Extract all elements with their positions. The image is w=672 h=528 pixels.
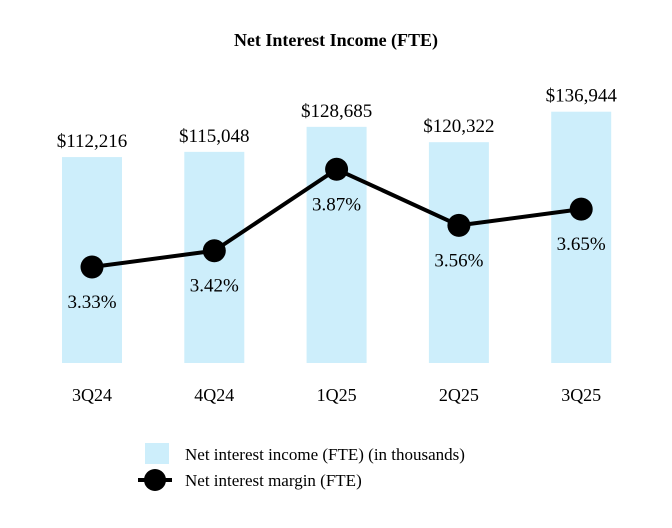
line-value-label: 3.33% [67, 292, 116, 313]
x-tick-label: 4Q24 [194, 385, 234, 405]
bar-value-label: $136,944 [546, 86, 618, 107]
line-value-labels: 3.33% 3.42% 3.87% 3.56% 3.65% [67, 194, 605, 313]
line-point-2Q25 [447, 213, 471, 237]
x-tick-label: 3Q25 [561, 385, 601, 405]
line-point-3Q24 [80, 255, 104, 279]
x-tick-label: 1Q25 [317, 385, 357, 405]
bar-3Q25 [551, 111, 612, 363]
x-tick-label: 2Q25 [439, 385, 479, 405]
legend-label-bar: Net interest income (FTE) (in thousands) [185, 445, 465, 464]
x-axis-categories: 3Q24 4Q24 1Q25 2Q25 3Q25 [72, 385, 601, 405]
line-value-label: 3.87% [312, 194, 361, 215]
line-point-3Q25 [569, 197, 593, 221]
legend: Net interest income (FTE) (in thousands)… [138, 443, 465, 491]
line-series [80, 157, 593, 279]
bar-2Q25 [428, 142, 489, 363]
bar-value-label: $112,216 [57, 131, 128, 152]
line-value-label: 3.42% [190, 276, 239, 297]
bar-value-label: $128,685 [301, 101, 372, 122]
x-tick-label: 3Q24 [72, 385, 112, 405]
bar-series [62, 111, 612, 363]
legend-dot-marker [144, 469, 166, 491]
bar-value-label: $120,322 [423, 116, 494, 137]
chart-title: Net Interest Income (FTE) [234, 30, 438, 51]
line-value-label: 3.56% [434, 250, 483, 271]
bar-value-labels: $112,216 $115,048 $128,685 $120,322 $136,944 [57, 86, 618, 152]
legend-swatch-bar [145, 443, 169, 464]
line-point-1Q25 [325, 157, 349, 181]
legend-label-line: Net interest margin (FTE) [185, 471, 362, 490]
bar-value-label: $115,048 [179, 126, 250, 147]
line-value-label: 3.65% [557, 234, 606, 255]
line-point-4Q24 [202, 239, 226, 263]
